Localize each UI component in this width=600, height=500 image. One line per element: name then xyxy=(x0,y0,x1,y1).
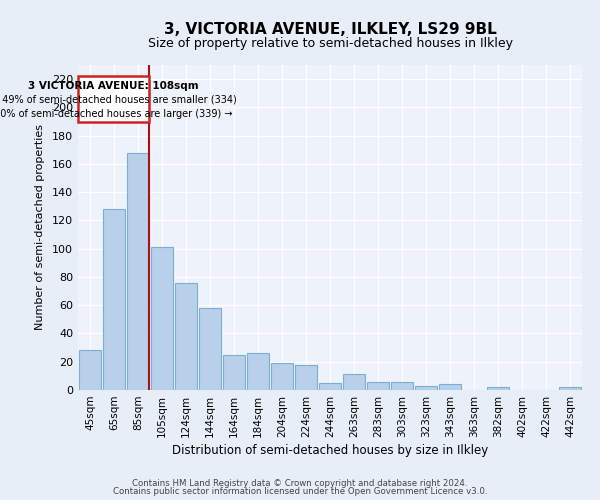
Bar xyxy=(175,282,197,390)
Bar xyxy=(247,354,269,390)
Bar xyxy=(559,387,581,390)
Text: 50% of semi-detached houses are larger (339) →: 50% of semi-detached houses are larger (… xyxy=(0,109,233,119)
Bar xyxy=(295,364,317,390)
Bar xyxy=(415,386,437,390)
Bar xyxy=(391,382,413,390)
Bar xyxy=(439,384,461,390)
X-axis label: Distribution of semi-detached houses by size in Ilkley: Distribution of semi-detached houses by … xyxy=(172,444,488,457)
Bar xyxy=(79,350,101,390)
Bar xyxy=(103,209,125,390)
Text: Size of property relative to semi-detached houses in Ilkley: Size of property relative to semi-detach… xyxy=(148,38,512,51)
Bar xyxy=(127,152,149,390)
Text: Contains HM Land Registry data © Crown copyright and database right 2024.: Contains HM Land Registry data © Crown c… xyxy=(132,478,468,488)
Text: 3 VICTORIA AVENUE: 108sqm: 3 VICTORIA AVENUE: 108sqm xyxy=(28,80,199,90)
Text: ← 49% of semi-detached houses are smaller (334): ← 49% of semi-detached houses are smalle… xyxy=(0,94,236,104)
Text: 3, VICTORIA AVENUE, ILKLEY, LS29 9BL: 3, VICTORIA AVENUE, ILKLEY, LS29 9BL xyxy=(164,22,496,38)
Bar xyxy=(271,363,293,390)
Bar xyxy=(319,383,341,390)
FancyBboxPatch shape xyxy=(78,76,149,122)
Bar xyxy=(487,387,509,390)
Bar xyxy=(199,308,221,390)
Bar xyxy=(151,248,173,390)
Bar xyxy=(223,354,245,390)
Bar xyxy=(367,382,389,390)
Y-axis label: Number of semi-detached properties: Number of semi-detached properties xyxy=(35,124,45,330)
Bar xyxy=(343,374,365,390)
Text: Contains public sector information licensed under the Open Government Licence v3: Contains public sector information licen… xyxy=(113,487,487,496)
